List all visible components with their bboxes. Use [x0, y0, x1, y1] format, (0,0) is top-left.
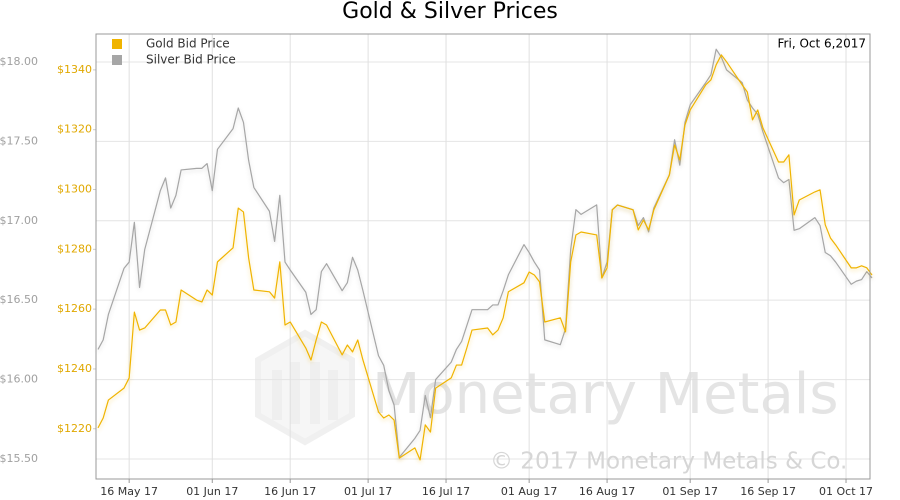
y2-tick-label: $18.00 — [0, 55, 38, 68]
y-tick-label: $1280 — [57, 242, 92, 255]
x-tick-label: 01 Oct 17 — [819, 485, 873, 498]
y2-tick-label: $16.50 — [0, 293, 38, 306]
x-tick-label: 16 Jul 17 — [422, 485, 470, 498]
x-tick-label: 01 Aug 17 — [501, 485, 557, 498]
y2-tick-label: $17.00 — [0, 214, 38, 227]
series-line — [97, 48, 873, 458]
legend-label: Silver Bid Price — [146, 53, 236, 67]
y-tick-label: $1320 — [57, 123, 92, 136]
plot-area — [96, 34, 870, 479]
plot-frame — [95, 33, 871, 480]
x-tick-label: 16 Aug 17 — [579, 485, 635, 498]
x-tick-label: 16 May 17 — [100, 485, 158, 498]
date-annotation: Fri, Oct 6,2017 — [778, 37, 866, 51]
y-tick-label: $1240 — [57, 362, 92, 375]
y-tick-label: $1260 — [57, 302, 92, 315]
x-tick-label: 16 Sep 17 — [740, 485, 796, 498]
x-tick-label: 01 Sep 17 — [662, 485, 718, 498]
watermark-text: Monetary Metals — [372, 362, 839, 427]
legend-swatch — [112, 39, 122, 49]
y2-tick-label: $16.00 — [0, 373, 38, 386]
watermark-logo — [255, 329, 355, 446]
copyright-text: © 2017 Monetary Metals & Co. — [490, 449, 847, 475]
y-tick-label: $1220 — [57, 422, 92, 435]
y-tick-label: $1300 — [57, 183, 92, 196]
x-tick-label: 16 Jun 17 — [264, 485, 316, 498]
y-tick-label: $1340 — [57, 63, 92, 76]
legend-label: Gold Bid Price — [146, 37, 230, 51]
chart-title: Gold & Silver Prices — [342, 0, 558, 24]
y2-tick-label: $15.50 — [0, 452, 38, 465]
legend-swatch — [112, 55, 122, 65]
series-line — [97, 54, 873, 461]
y2-tick-label: $17.50 — [0, 134, 38, 147]
x-tick-label: 01 Jun 17 — [186, 485, 238, 498]
x-tick-label: 01 Jul 17 — [344, 485, 392, 498]
